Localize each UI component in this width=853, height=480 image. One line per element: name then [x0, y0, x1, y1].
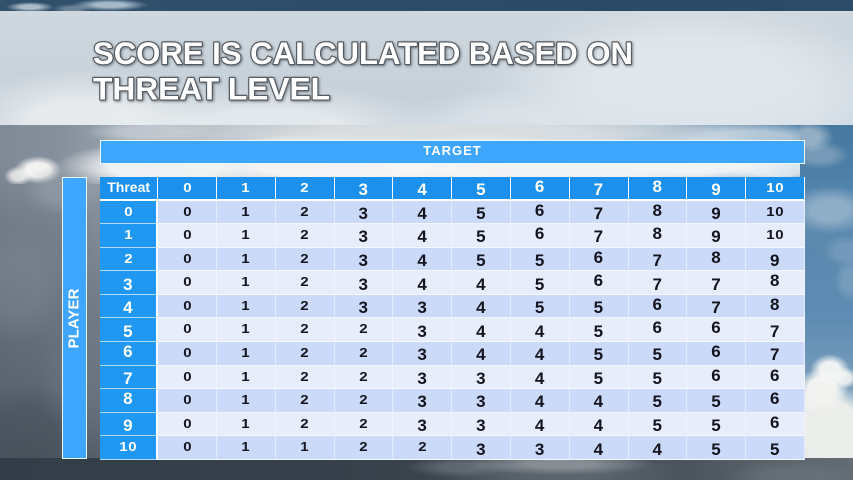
svg-text:THREAT LEVEL: THREAT LEVEL [93, 71, 330, 107]
svg-text:SCORE IS CALCULATED BASED ON: SCORE IS CALCULATED BASED ON [93, 35, 633, 71]
